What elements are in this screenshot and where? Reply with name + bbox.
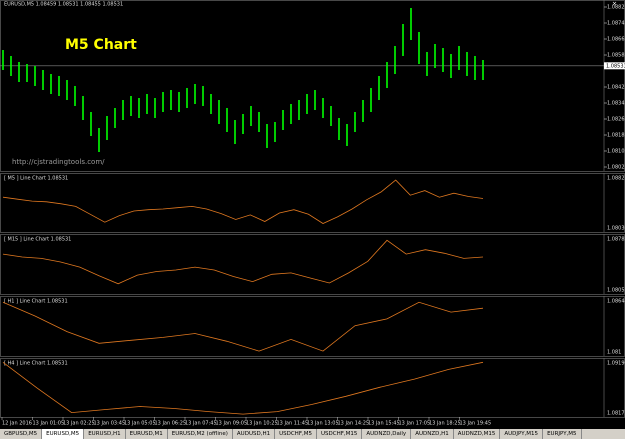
time-label: 13 Jan 13:05 <box>307 421 339 427</box>
chart-tab[interactable]: EURJPY,M5 <box>543 429 582 439</box>
time-label: 13 Jan 18:25 <box>429 421 461 427</box>
time-label: 13 Jan 10:25 <box>246 421 278 427</box>
background <box>0 0 625 429</box>
axis-label: 1.08644 <box>607 299 625 305</box>
price-label: 1.08825 <box>607 5 625 11</box>
chart-tab[interactable]: EURUSD,M1 <box>126 429 168 439</box>
subwindow-label: [ H1 ] Line Chart 1.08531 <box>4 299 68 305</box>
time-label: 13 Jan 15:45 <box>368 421 400 427</box>
subwindow-label: [ H4 ] Line Chart 1.08531 <box>4 361 68 367</box>
time-label: 13 Jan 11:45 <box>277 421 309 427</box>
chart-header: EURUSD,M5 1.08459 1.08531 1.08455 1.0853… <box>4 2 123 8</box>
axis-label: 1.081 <box>607 350 621 356</box>
axis-label: 1.08172 <box>607 411 625 417</box>
line-series <box>2 301 484 352</box>
axis-label: 1.09196 <box>607 361 625 367</box>
chart-tab[interactable]: AUDUSD,H1 <box>233 429 276 439</box>
axis-label: 1.0805 <box>607 288 625 294</box>
chart-tab[interactable]: USDCHF,M5 <box>275 429 317 439</box>
price-label: 1.08025 <box>607 165 625 171</box>
time-label: 13 Jan 02:25 <box>63 421 95 427</box>
price-label: 1.08585 <box>607 53 625 59</box>
line-series <box>2 361 484 415</box>
price-label: 1.08425 <box>607 85 625 91</box>
chart-tab[interactable]: AUDNZD,Daily <box>362 429 412 439</box>
price-label: 1.08265 <box>607 117 625 123</box>
axis-label: 1.08827 <box>607 176 625 182</box>
time-label: 13 Jan 09:05 <box>216 421 248 427</box>
price-label: 1.08105 <box>607 149 625 155</box>
chart-tab[interactable]: AUDJPY,M15 <box>500 429 544 439</box>
time-label: 13 Jan 05:05 <box>124 421 156 427</box>
price-box <box>604 62 625 70</box>
terminal: EURUSD,M5 1.08459 1.08531 1.08455 1.0853… <box>0 0 625 429</box>
annotation: M5 Chart <box>65 37 137 53</box>
chart-tab[interactable]: EURUSD,H1 <box>84 429 126 439</box>
axis-label: 1.08036 <box>607 226 625 232</box>
close-icon[interactable]: × <box>612 1 617 8</box>
chart-tab[interactable]: EURUSD,M2 (offline) <box>168 429 233 439</box>
chart-tab[interactable]: USDCHF,M15 <box>317 429 363 439</box>
subwindow-label: [ M5 ] Line Chart 1.08531 <box>4 176 68 182</box>
price-label: 1.08345 <box>607 101 625 107</box>
chart-tab[interactable]: EURUSD,M5 <box>42 429 85 439</box>
line-series <box>2 179 484 224</box>
time-label: 12 Jan 2016 <box>2 421 32 427</box>
time-label: 13 Jan 07:45 <box>185 421 217 427</box>
subwindow-label: [ M15 ] Line Chart 1.08531 <box>4 237 71 243</box>
price-label: 1.08185 <box>607 133 625 139</box>
time-label: 13 Jan 19:45 <box>460 421 492 427</box>
chart-tab[interactable]: AUDNZD,H1 <box>411 429 454 439</box>
axis-label: 1.08782 <box>607 237 625 243</box>
price-label: 1.08665 <box>607 37 625 43</box>
line-series <box>2 239 484 285</box>
time-label: 13 Jan 17:05 <box>399 421 431 427</box>
tab-bar: GBPUSD,M5 EURUSD,M5 EURUSD,H1 EURUSD,M1 EURU… <box>0 429 625 439</box>
current-price-label: 1.08531 <box>606 63 625 69</box>
watermark: http://cjstradingtools.com/ <box>12 158 105 166</box>
price-label: 1.08745 <box>607 21 625 27</box>
chart-tab[interactable]: GBPUSD,M5 <box>0 429 43 439</box>
chart-tab[interactable]: AUDNZD,M15 <box>454 429 501 439</box>
time-label: 13 Jan 01:05 <box>33 421 65 427</box>
time-label: 13 Jan 03:45 <box>94 421 126 427</box>
time-label: 13 Jan 14:25 <box>338 421 370 427</box>
time-label: 13 Jan 06:25 <box>155 421 187 427</box>
